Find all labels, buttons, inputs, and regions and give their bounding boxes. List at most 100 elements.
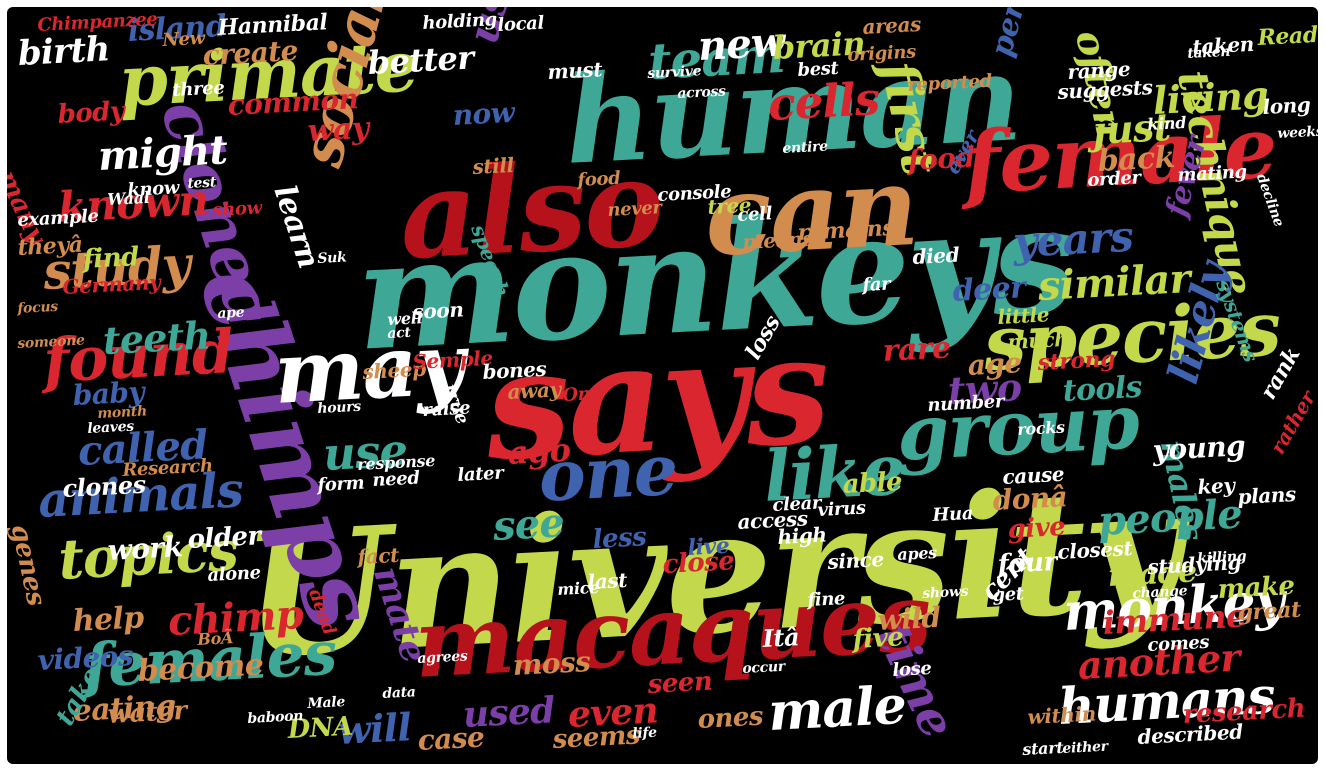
cloud-word: survive [646,63,702,82]
cloud-word: ago [506,430,572,472]
cloud-word: virus [816,497,867,521]
cloud-word: fine [806,588,846,611]
cloud-word: key [1196,473,1236,499]
cloud-word: ape [216,304,245,322]
cloud-word: best [796,57,839,81]
cloud-word: leaves [86,418,135,437]
cloud-word: origins [846,41,917,66]
cloud-word: range [1066,56,1131,84]
cloud-word: mice [556,577,600,599]
cloud-word: mating [1176,161,1248,186]
cloud-word: long [1261,92,1311,119]
cloud-word: Hua [931,502,974,526]
cloud-word: tools [1061,369,1143,409]
cloud-word: water [106,695,188,730]
cloud-word: someone [16,332,86,352]
cloud-word: ones [696,701,764,735]
cloud-word: find [81,242,140,275]
cloud-word: case [416,720,486,757]
cloud-word: closest [1056,536,1133,564]
cloud-word: fact [356,542,400,569]
cloud-word: across [676,83,727,102]
cloud-word: BoÃ [196,628,234,649]
cloud-word: lose [891,657,932,681]
cloud-word: five [851,622,905,655]
cloud-word: weeks [1276,123,1318,142]
cloud-word: example [16,205,100,231]
cloud-word: high [776,522,828,549]
cloud-word: show [211,197,263,221]
cloud-word: years [1011,211,1135,267]
word-cloud: University monkeys says also can human macaque… [7,7,1318,764]
cloud-word: entire [781,138,829,157]
cloud-word: Research [121,455,214,481]
cloud-word: alone [206,562,262,586]
cloud-word: Male [306,694,346,712]
cloud-word: theyâ [16,231,84,261]
cloud-word: Germany [61,269,161,299]
cloud-word: food [576,167,621,191]
cloud-word: better [366,38,475,82]
cloud-word: age [966,346,1023,382]
cloud-word: body [56,96,126,130]
cloud-word: holding [421,9,498,34]
cloud-word: never [606,197,663,221]
cloud-word: work [106,530,184,567]
cloud-word: Itâ [761,622,800,653]
cloud-word: kind [1146,112,1187,134]
cloud-word: tree [706,192,752,219]
cloud-word: either [1061,738,1109,757]
cloud-word: shows [921,583,969,602]
cloud-word: number [926,390,1005,416]
cloud-word: agrees [416,648,468,667]
cloud-word: rare [881,330,952,369]
cloud-word: male [766,674,908,743]
cloud-word: died [911,242,960,269]
cloud-word: start [1021,737,1064,759]
cloud-word: away [506,377,562,404]
cloud-word: occur [741,658,786,677]
cloud-word: month [96,403,148,422]
cloud-word: genes [7,521,52,609]
cloud-word: might [96,126,229,180]
cloud-word: live [686,532,730,561]
cloud-word: see [491,499,566,550]
cloud-word: seems [551,720,641,755]
cloud-word: killing [1196,548,1247,567]
cloud-word: later [456,462,504,486]
cloud-word: data [381,684,417,702]
cloud-word: create [201,34,299,72]
cloud-word: plans [1236,481,1297,509]
cloud-word: order [1086,167,1142,191]
cloud-word: New [161,27,206,51]
cloud-word: within [1026,701,1097,729]
cloud-word: young [1151,429,1246,467]
cloud-word: Waal [106,187,150,209]
cloud-word: moss [511,644,592,682]
cloud-word: become [136,647,265,689]
cloud-word: chimp [166,590,305,645]
cloud-word: way [306,110,370,149]
cloud-word: local [496,12,545,36]
cloud-word: great [1236,596,1302,626]
cloud-word: Suk [316,249,347,267]
cloud-word: remains [796,214,895,246]
cloud-word: less [591,522,648,555]
cloud-word: change [1131,583,1188,602]
cloud-word: form [316,472,365,496]
cloud-word: get [991,583,1025,606]
cloud-word: little [996,302,1050,329]
cloud-word: reported [906,70,993,96]
cloud-word: focus [16,298,59,317]
cloud-word: three [171,77,225,101]
cloud-word: now [451,95,515,132]
cloud-word: cause [1001,461,1065,489]
cloud-word: response [356,450,436,474]
cloud-word: One [561,382,603,406]
cloud-word: baboon [246,708,304,727]
cloud-word: teeth [101,312,212,363]
cloud-word: older [186,521,262,555]
cloud-word: apes [896,542,938,564]
cloud-word: give [1006,511,1067,545]
cloud-word: must [546,57,603,84]
